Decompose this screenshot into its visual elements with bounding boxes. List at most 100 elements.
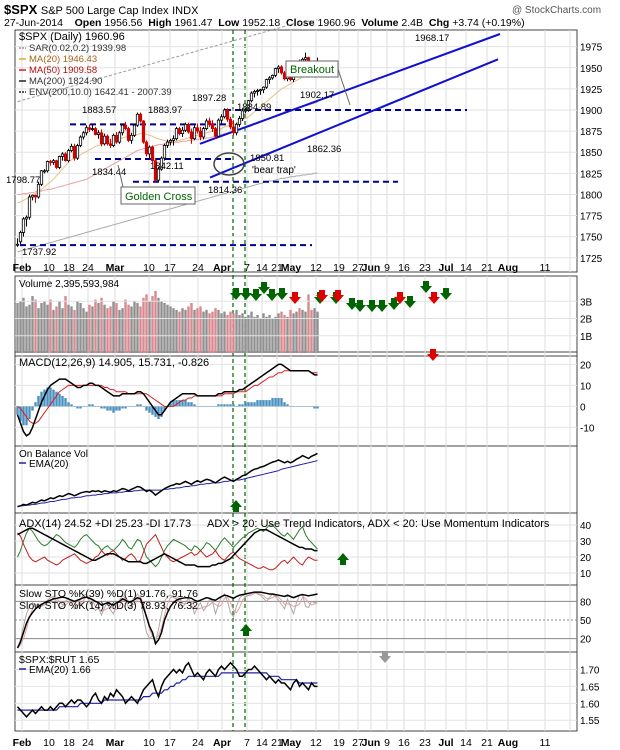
macd-histogram-bar — [304, 406, 307, 407]
x-tick-label: Apr — [213, 262, 231, 274]
candle-body — [24, 216, 29, 220]
adx-arrow — [337, 553, 349, 565]
price-annotation-label: 1897.28 — [192, 93, 226, 104]
symbol: $SPX — [4, 2, 38, 17]
x-tick-label: Jul — [438, 737, 453, 749]
candle-body — [270, 74, 275, 79]
volume-bar — [145, 294, 148, 353]
macd-histogram-bar — [235, 406, 238, 407]
volume-bar — [190, 302, 193, 353]
y-tick-label: 0 — [580, 402, 586, 413]
volume-bar — [202, 311, 205, 353]
candle-body — [15, 243, 20, 246]
macd-histogram-bar — [148, 406, 151, 413]
volume-bar — [73, 309, 76, 353]
candle-body — [141, 120, 146, 143]
candle-body — [108, 143, 113, 146]
candle-body — [51, 160, 56, 163]
volume-bar — [163, 302, 166, 353]
candle-body — [195, 127, 200, 132]
x-tick-label: 16 — [398, 737, 410, 749]
macd-histogram-bar — [244, 402, 247, 407]
volume-bar — [148, 301, 151, 353]
macd-histogram-bar — [217, 404, 220, 407]
candle-body — [147, 146, 152, 155]
volume-bar — [115, 302, 118, 353]
obv-arrow — [230, 500, 242, 512]
candle-body — [126, 128, 131, 141]
macd-histogram-bar — [133, 406, 136, 407]
obv-title: On Balance Vol — [19, 449, 88, 460]
volume-bar — [310, 309, 313, 353]
close-value: 1960.96 — [317, 17, 356, 29]
macd-histogram-bar — [295, 406, 298, 407]
volume-arrow — [250, 289, 262, 301]
macd-histogram-bar — [31, 406, 34, 411]
candle-body — [207, 120, 212, 125]
macd-histogram-bar — [145, 406, 148, 411]
volume-bar — [304, 311, 307, 353]
macd-histogram-bar — [283, 402, 286, 407]
volume-bar — [292, 313, 295, 353]
x-tick-label: 19 — [333, 737, 345, 749]
volume-bar — [307, 294, 310, 353]
candle-body — [75, 145, 80, 159]
macd-histogram-bar — [298, 406, 301, 407]
open-label: Open — [74, 17, 102, 29]
volume-bar — [112, 301, 115, 353]
x-tick-label: Jun — [362, 262, 381, 274]
volume-bar — [28, 304, 31, 353]
price-legend-entry: SAR(0.02,0.2) 1939.98 — [29, 43, 126, 54]
volume-panel-frame — [14, 275, 578, 357]
ratio-arrow — [379, 651, 391, 663]
macd-histogram-bar — [214, 406, 217, 407]
macd-histogram-bar — [91, 404, 94, 407]
candle-body — [183, 123, 188, 131]
volume-bar — [295, 311, 298, 353]
breakout-label: Breakout — [290, 64, 334, 76]
candle-body — [102, 135, 107, 145]
volume-bar — [253, 316, 256, 353]
y-tick-label: 1.70 — [580, 666, 600, 677]
candle-body — [234, 123, 239, 134]
macd-histogram-bar — [259, 400, 262, 407]
low-value: 1952.18 — [242, 17, 281, 29]
x-tick-label: May — [281, 737, 302, 749]
candle-body — [237, 118, 242, 125]
volume-bar — [175, 309, 178, 353]
price-legend-entry: MA(200) 1824.90 — [29, 76, 102, 87]
volume-bar — [220, 313, 223, 353]
volume-arrow — [366, 300, 378, 312]
candle-body — [33, 194, 38, 198]
macd-histogram-bar — [181, 400, 184, 407]
candle-body — [30, 194, 35, 198]
volume-arrow — [354, 300, 366, 312]
y-tick-label: 1800 — [580, 190, 603, 201]
y-tick-label: 10 — [580, 381, 592, 392]
macd-histogram-bar — [88, 404, 91, 407]
candle-body — [159, 157, 164, 170]
volume-bar — [133, 301, 136, 353]
candle-body — [198, 130, 203, 138]
macd-histogram-bar — [109, 406, 112, 411]
macd-histogram-bar — [100, 406, 103, 409]
price-panel-frame — [14, 29, 578, 273]
macd-histogram-bar — [121, 406, 124, 409]
x-tick-label: 10 — [143, 737, 155, 749]
candle-body — [204, 120, 209, 129]
x-tick-label: 27 — [352, 737, 364, 749]
volume-arrow-red — [428, 292, 440, 304]
macd-histogram-bar — [55, 391, 58, 407]
volume-bar — [205, 309, 208, 353]
volume-bar — [226, 315, 229, 353]
trend-channel-lower — [209, 58, 499, 179]
ratio-legend-entry: EMA(20) 1.66 — [29, 665, 91, 676]
chg-value: +3.74 (+0.19%) — [452, 17, 525, 29]
candle-body — [177, 128, 182, 135]
macd-histogram-bar — [97, 406, 100, 407]
volume-title: Volume 2,395,593,984 — [19, 279, 120, 290]
volume-bar — [142, 297, 145, 353]
volume-bar — [136, 302, 139, 353]
open-value: 1956.56 — [104, 17, 143, 29]
x-tick-label: Mar — [106, 737, 125, 749]
